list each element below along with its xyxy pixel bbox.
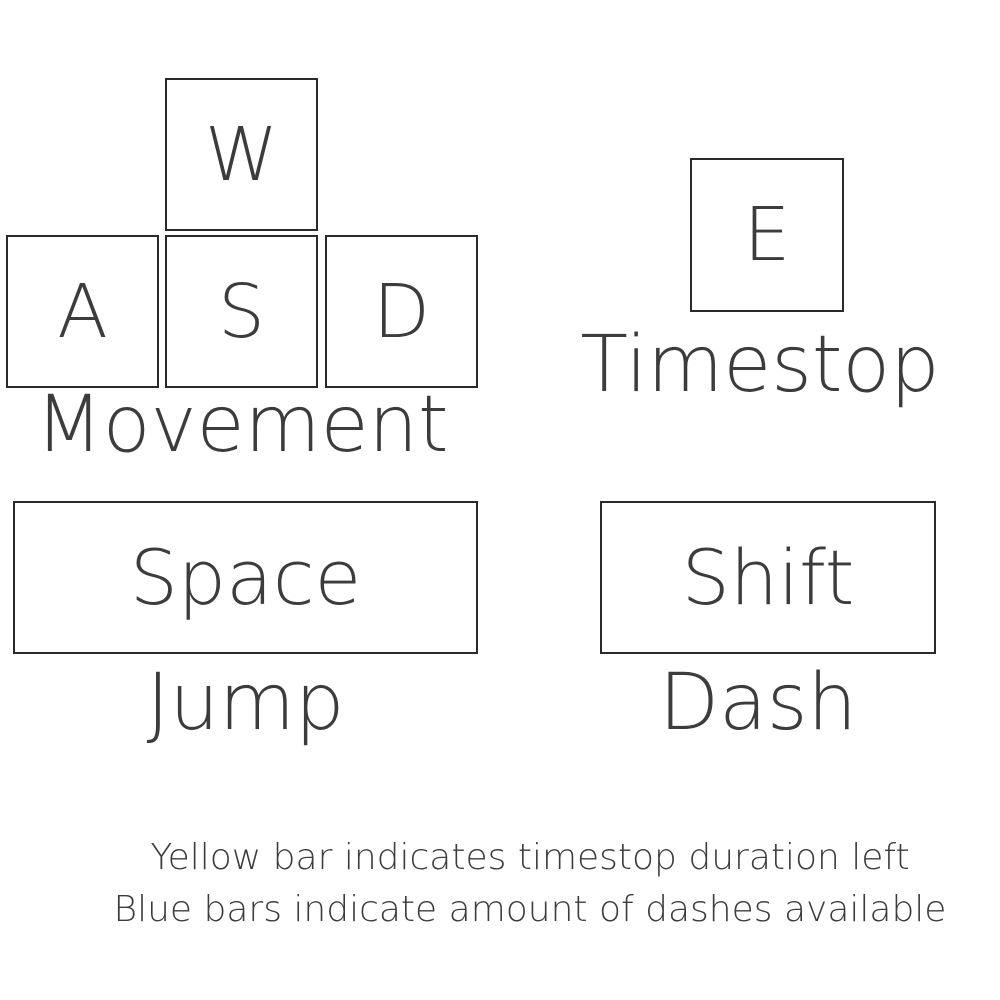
s-key: S xyxy=(165,235,318,388)
w-key-label: W xyxy=(204,111,279,198)
dash-bar-hint: Blue bars indicate amount of dashes avai… xyxy=(113,889,947,930)
e-key-label: E xyxy=(743,192,791,278)
shift-key: Shift xyxy=(600,501,936,654)
w-key: W xyxy=(165,78,318,231)
d-key-label: D xyxy=(373,268,430,355)
dash-label: Dash xyxy=(659,658,857,748)
timestop-label: Timestop xyxy=(580,320,940,410)
s-key-label: S xyxy=(218,268,265,355)
jump-label: Jump xyxy=(146,658,345,748)
space-key: Space xyxy=(13,501,478,654)
shift-key-label: Shift xyxy=(681,532,855,622)
e-key: E xyxy=(690,158,844,312)
a-key: A xyxy=(6,235,159,388)
timestop-bar-hint: Yellow bar indicates timestop duration l… xyxy=(150,837,910,878)
movement-label: Movement xyxy=(35,380,449,470)
a-key-label: A xyxy=(57,268,108,355)
d-key: D xyxy=(325,235,478,388)
space-key-label: Space xyxy=(129,532,362,622)
